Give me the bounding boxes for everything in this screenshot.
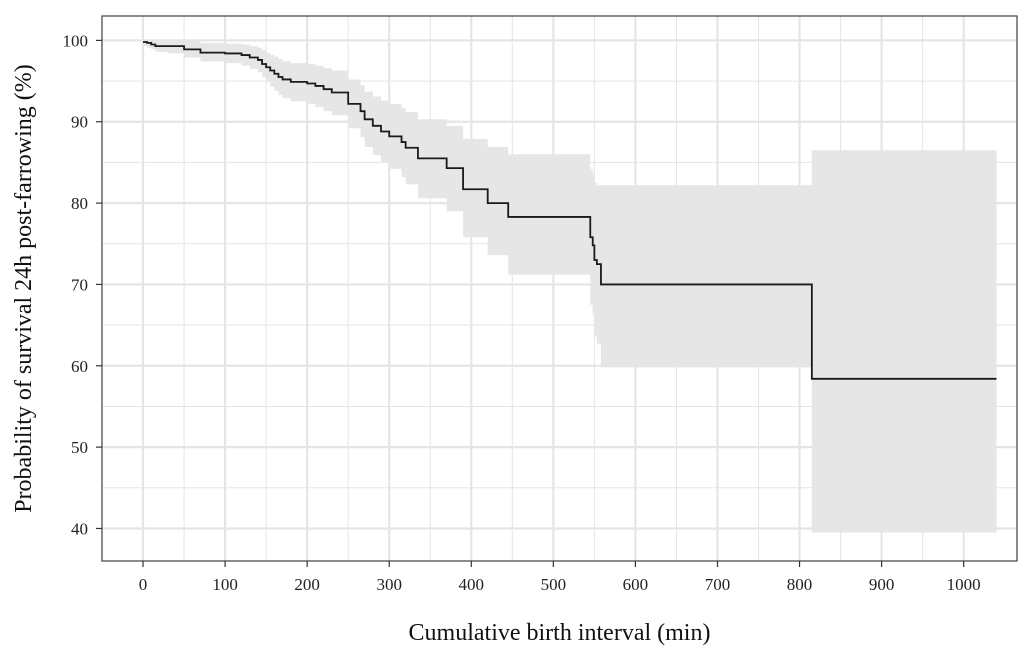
confidence-band bbox=[143, 40, 997, 533]
survival-curve bbox=[143, 41, 997, 380]
x-axis-title: Cumulative birth interval (min) bbox=[409, 620, 711, 646]
x-tick-label: 900 bbox=[869, 575, 895, 594]
y-axis-title: Probability of survival 24h post-farrowi… bbox=[11, 64, 37, 513]
x-tick-label: 800 bbox=[787, 575, 813, 594]
x-tick-label: 700 bbox=[705, 575, 731, 594]
x-tick-label: 500 bbox=[541, 575, 567, 594]
x-tick-label: 400 bbox=[459, 575, 485, 594]
x-tick-label: 600 bbox=[623, 575, 649, 594]
y-tick-label: 60 bbox=[71, 357, 88, 376]
y-tick-label: 100 bbox=[63, 31, 89, 50]
x-tick-label: 300 bbox=[376, 575, 402, 594]
y-tick-label: 50 bbox=[71, 438, 88, 457]
x-tick-label: 1000 bbox=[947, 575, 981, 594]
y-axis: 40 50 60 70 80 90 100 bbox=[63, 31, 102, 538]
y-tick-label: 80 bbox=[71, 194, 88, 213]
y-tick-label: 70 bbox=[71, 275, 88, 294]
x-axis: 0 100 200 300 400 500 600 700 800 900 1000 bbox=[139, 561, 981, 594]
y-tick-label: 90 bbox=[71, 113, 88, 132]
x-tick-label: 200 bbox=[294, 575, 320, 594]
y-tick-label: 40 bbox=[71, 519, 88, 538]
plot-frame bbox=[101, 15, 1018, 562]
x-tick-label: 100 bbox=[212, 575, 238, 594]
x-tick-label: 0 bbox=[139, 575, 148, 594]
